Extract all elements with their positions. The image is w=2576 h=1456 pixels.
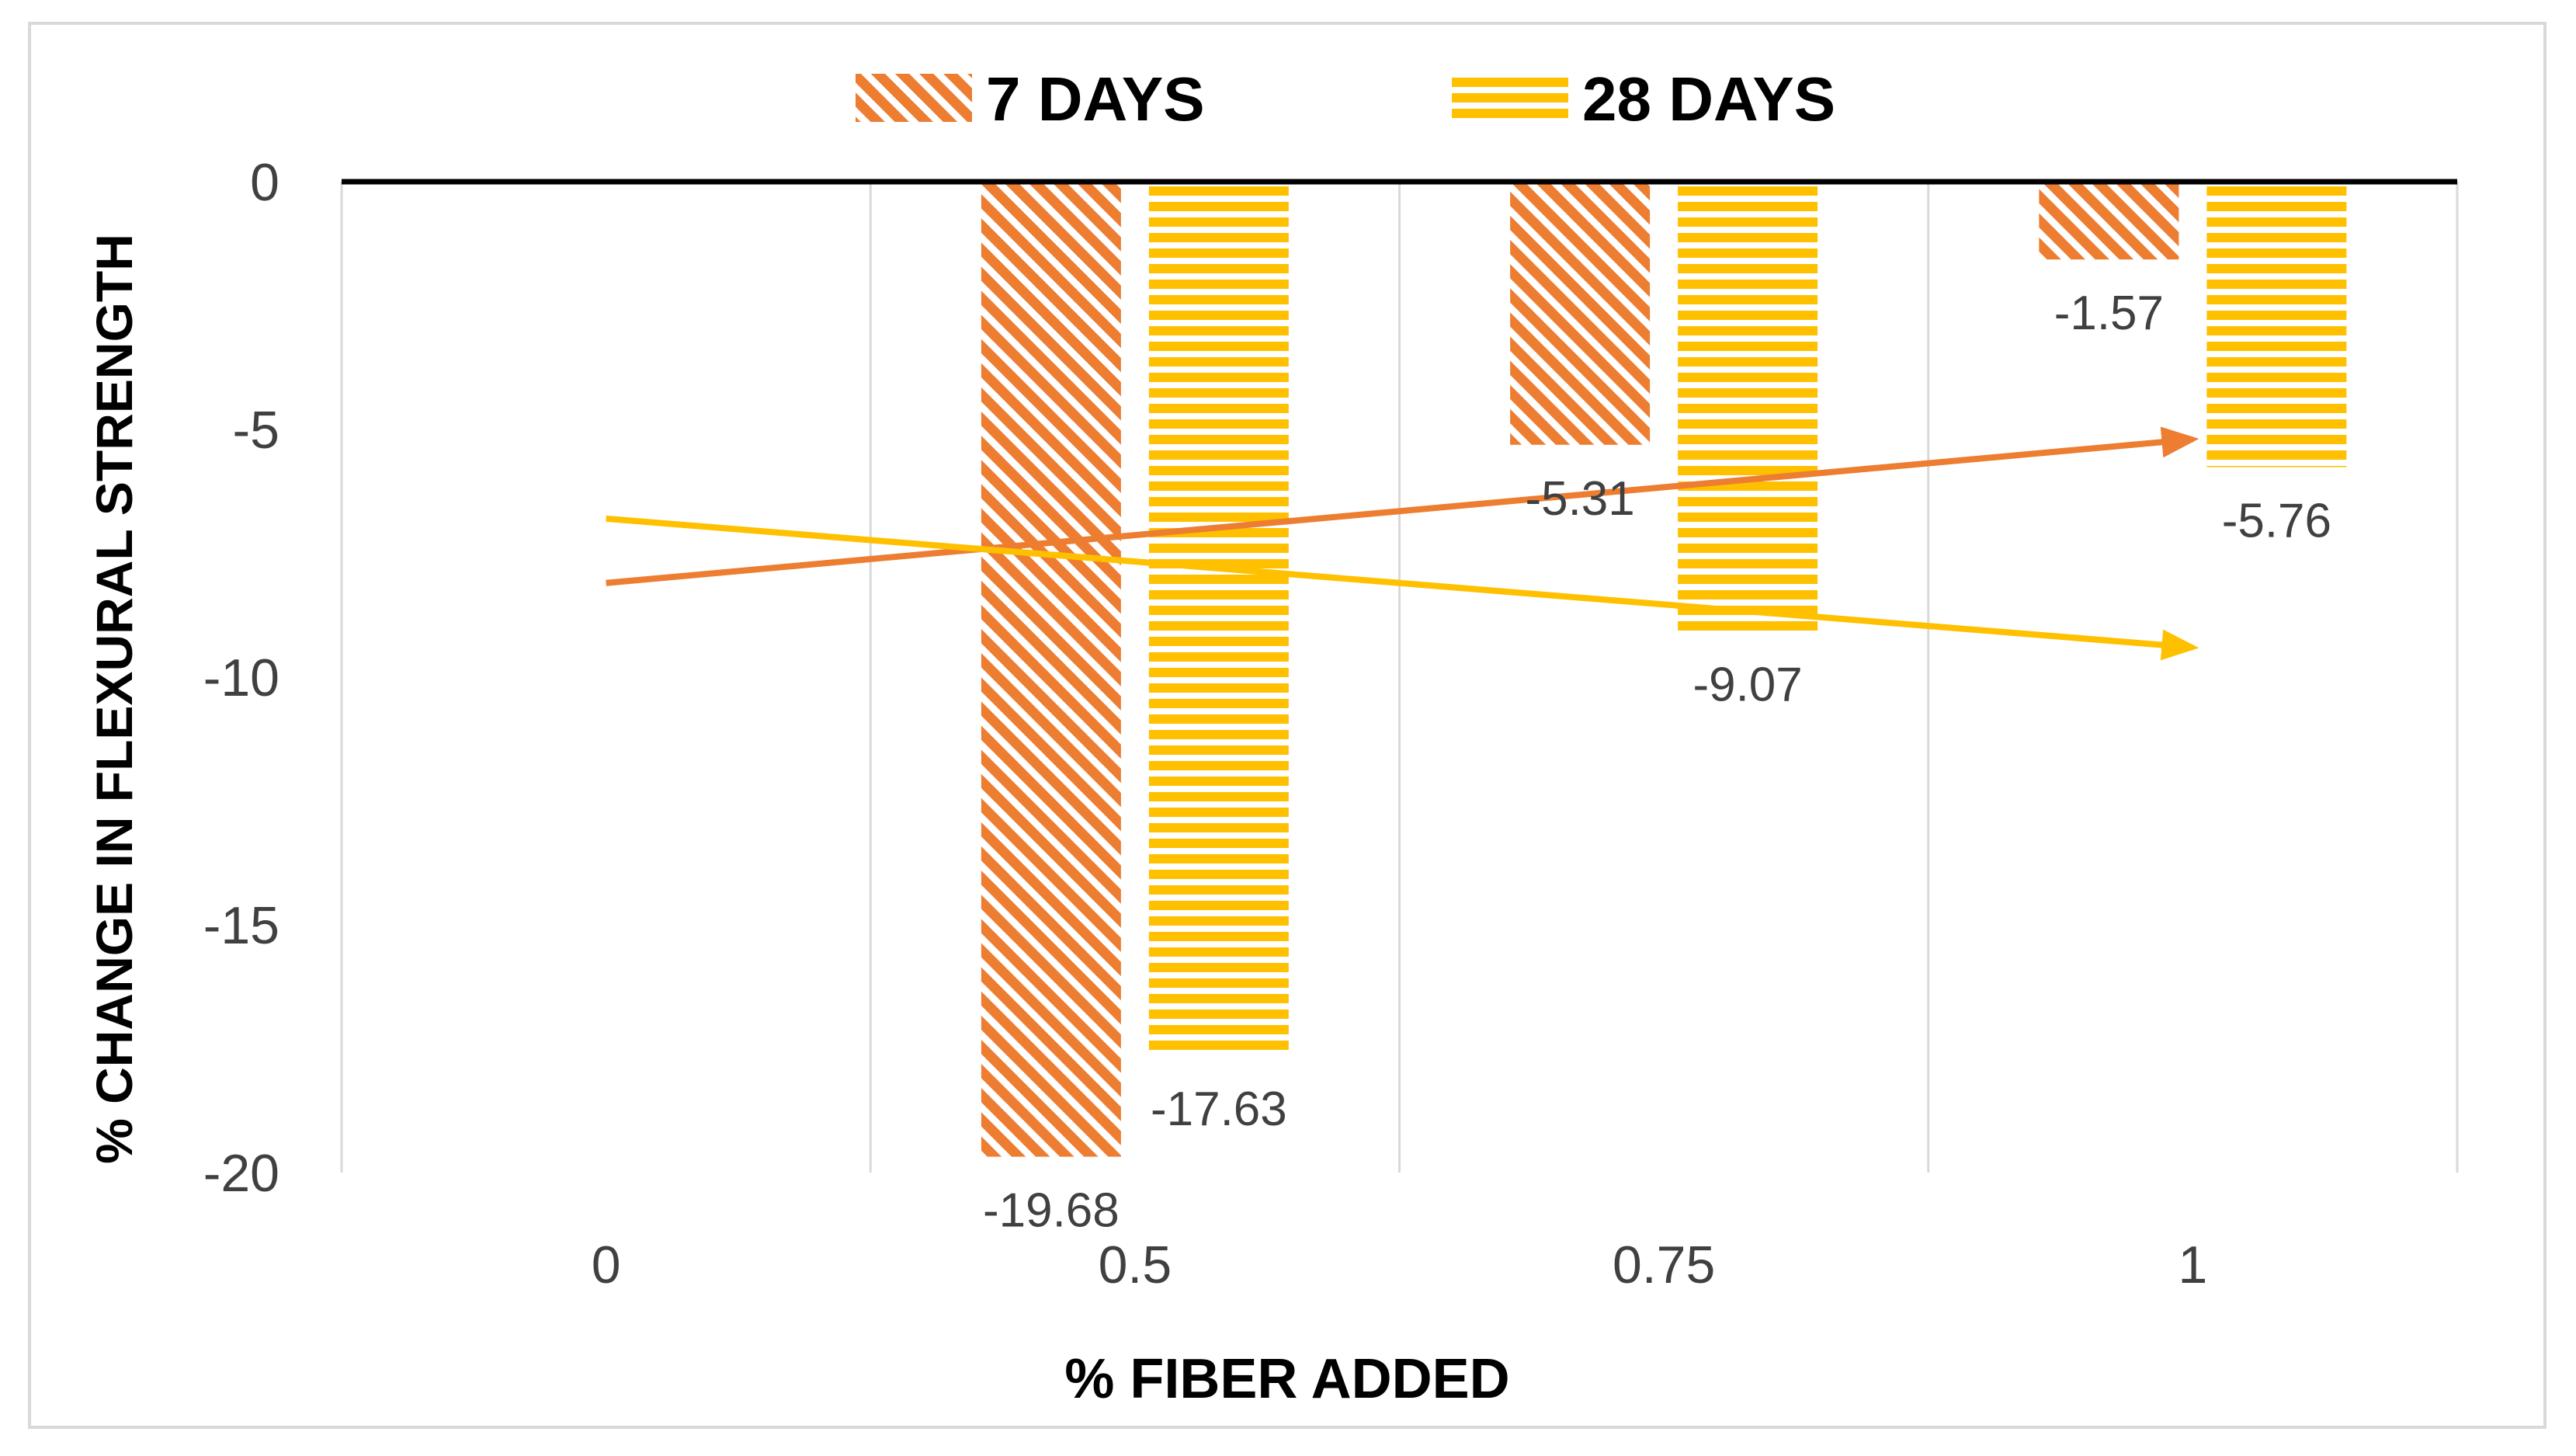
bar <box>981 182 1121 1157</box>
trendline <box>606 515 2199 661</box>
x-axis-title: % FIBER ADDED <box>1064 1348 1509 1410</box>
bar <box>1510 182 1651 445</box>
bar <box>1148 182 1289 1055</box>
x-tick-label: 0.75 <box>1613 1235 1715 1294</box>
y-tick-label: 0 <box>250 153 279 212</box>
data-label: -1.57 <box>2054 287 2164 340</box>
legend-label-28-days: 28 DAYS <box>1582 64 1835 134</box>
x-tick-label: 0 <box>592 1235 621 1294</box>
y-tick-label: -15 <box>203 896 279 955</box>
legend: 7 DAYS 28 DAYS <box>856 64 1835 134</box>
y-tick-label: -10 <box>203 648 279 707</box>
trendline <box>606 426 2199 586</box>
y-tick-label: -5 <box>233 401 279 460</box>
data-label: -5.76 <box>2222 494 2331 547</box>
legend-swatch-28-days <box>1452 74 1568 122</box>
bars <box>981 182 2347 1157</box>
data-label: -17.63 <box>1151 1082 1287 1136</box>
data-label: -19.68 <box>983 1184 1120 1238</box>
y-tick-labels: 0 -5 -10 -15 -20 <box>203 153 279 1203</box>
data-label: -9.07 <box>1692 659 1802 712</box>
x-tick-labels: 0 0.5 0.75 1 <box>592 1235 2208 1294</box>
trendlines <box>606 426 2199 661</box>
legend-swatch-7-days <box>856 74 972 122</box>
legend-label-7-days: 7 DAYS <box>986 64 1205 134</box>
data-label: -5.31 <box>1525 472 1634 526</box>
bar <box>1678 182 1818 631</box>
y-tick-label: -20 <box>203 1144 279 1203</box>
bar <box>2039 182 2179 260</box>
data-labels: -19.68 -5.31 -1.57 -17.63 -9.07 -5.76 <box>983 287 2331 1237</box>
bar <box>2206 182 2347 467</box>
x-tick-label: 0.5 <box>1099 1235 1172 1294</box>
gridlines <box>340 182 2459 1173</box>
y-axis-title: % CHANGE IN FLEXURAL STRENGTH <box>85 234 143 1164</box>
x-tick-label: 1 <box>2178 1235 2207 1294</box>
